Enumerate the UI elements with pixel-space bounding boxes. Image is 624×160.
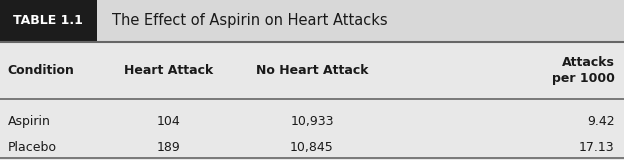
Text: Condition: Condition: [7, 64, 74, 77]
Text: Heart Attack: Heart Attack: [124, 64, 213, 77]
Text: 104: 104: [157, 115, 180, 128]
Text: The Effect of Aspirin on Heart Attacks: The Effect of Aspirin on Heart Attacks: [112, 13, 388, 28]
Text: Placebo: Placebo: [7, 141, 57, 154]
Text: TABLE 1.1: TABLE 1.1: [14, 14, 83, 27]
FancyBboxPatch shape: [0, 0, 97, 42]
Text: 189: 189: [157, 141, 180, 154]
Text: Attacks
per 1000: Attacks per 1000: [552, 56, 615, 85]
Text: No Heart Attack: No Heart Attack: [256, 64, 368, 77]
Text: 10,845: 10,845: [290, 141, 334, 154]
FancyBboxPatch shape: [97, 0, 624, 42]
Text: Aspirin: Aspirin: [7, 115, 51, 128]
Text: 10,933: 10,933: [290, 115, 334, 128]
Text: 17.13: 17.13: [579, 141, 615, 154]
Text: 9.42: 9.42: [587, 115, 615, 128]
